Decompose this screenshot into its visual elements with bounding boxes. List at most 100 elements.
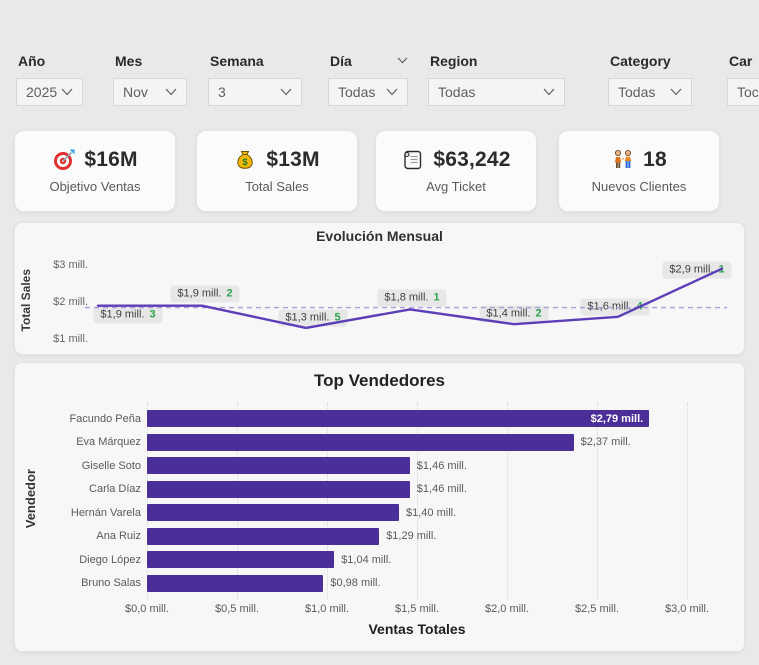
gridline xyxy=(687,403,688,599)
gridline xyxy=(147,403,148,599)
line-data-label-text: $1,6 mill. xyxy=(587,300,632,313)
bar-ana-ruiz[interactable] xyxy=(147,527,380,545)
line-data-label-text: $1,3 mill. xyxy=(285,311,330,324)
ano-dropdown[interactable]: 2025 xyxy=(16,78,83,106)
target-icon xyxy=(54,149,75,170)
kpi-objetivo-value: $16M xyxy=(84,148,138,171)
ano-dropdown-value: 2025 xyxy=(26,84,58,100)
bar-giselle-soto[interactable] xyxy=(147,457,410,474)
bar-carla-d-az[interactable] xyxy=(147,480,410,498)
filter-ano-label: Año xyxy=(16,52,83,69)
bar-category-label: Ana Ruiz xyxy=(96,530,141,542)
bar-chart-y-axis-label: Vendedor xyxy=(23,469,38,529)
bar-hern-n-varela[interactable] xyxy=(147,504,399,521)
chevron-down-icon xyxy=(543,88,555,96)
x-axis-tick: $3,0 mill. xyxy=(664,603,710,615)
svg-text:$: $ xyxy=(243,157,249,168)
semana-dropdown-value: 3 xyxy=(218,84,226,100)
kpi-value-row: $63,242 xyxy=(401,148,510,172)
filter-dia-label-text: Día xyxy=(330,52,352,69)
line-data-label: $1,9 mill. 3 xyxy=(93,306,163,324)
line-data-label: $1,3 mill. 5 xyxy=(278,309,348,327)
kpi-value-row: $16M xyxy=(52,148,137,172)
chevron-down-icon xyxy=(280,88,292,96)
bar-value-label: $1,46 mill. xyxy=(416,483,467,495)
filter-category: Category Todas xyxy=(608,52,692,106)
kpi-total-sales-label: Total Sales xyxy=(245,179,309,194)
bar-facundo-pe-a[interactable]: $2,79 mill. xyxy=(147,410,650,427)
bar-value-label: $1,04 mill. xyxy=(341,553,392,566)
line-data-label-text: $1,4 mill. xyxy=(486,307,531,320)
bar-value-label: $0,98 mill. xyxy=(330,577,381,589)
kpi-card-avg-ticket: $63,242 Avg Ticket xyxy=(375,130,537,212)
mes-dropdown-value: Nov xyxy=(123,84,148,100)
bar-eva-m-rquez[interactable] xyxy=(147,433,574,451)
chevron-down-icon xyxy=(61,88,73,96)
kpi-card-nuevos-clientes: 18 Nuevos Clientes xyxy=(558,130,720,212)
mes-dropdown[interactable]: Nov xyxy=(113,78,187,106)
money-bag-icon: $ xyxy=(237,151,254,169)
x-axis-tick: $1,0 mill. xyxy=(304,603,350,615)
bar-category-label: Carla Díaz xyxy=(89,483,141,495)
bar-diego-l-pez[interactable] xyxy=(147,551,335,568)
bar-category-label: Eva Márquez xyxy=(76,436,141,448)
category-dropdown[interactable]: Todas xyxy=(608,78,692,106)
bar-category-label: Facundo Peña xyxy=(69,412,141,425)
line-data-labels: $1,9 mill. 3 $1,9 mill. 2 $1,3 mill. 5 $1,8 mi… xyxy=(15,223,746,356)
line-data-badge: 1 xyxy=(718,263,725,276)
filter-mes-label: Mes xyxy=(113,52,187,69)
filter-dia: Día Todas xyxy=(328,52,408,106)
line-data-label-text: $1,8 mill. xyxy=(384,291,429,304)
filter-region: Region Todas xyxy=(428,52,565,106)
filter-semana: Semana 3 xyxy=(208,52,302,106)
header-chevron-down-icon[interactable] xyxy=(397,57,408,64)
filter-region-label-text: Region xyxy=(430,52,478,69)
line-data-badge: 5 xyxy=(334,311,341,324)
line-data-label: $1,4 mill. 2 xyxy=(479,305,549,323)
dia-dropdown[interactable]: Todas xyxy=(328,78,408,106)
filter-ano-label-text: Año xyxy=(18,52,46,69)
filter-semana-label: Semana xyxy=(208,52,302,69)
line-data-badge: 2 xyxy=(535,307,542,320)
kpi-card-total-sales: $ $13M Total Sales xyxy=(196,130,358,212)
filter-dia-label: Día xyxy=(328,52,408,69)
semana-dropdown[interactable]: 3 xyxy=(208,78,302,106)
x-axis-tick: $1,5 mill. xyxy=(394,603,440,615)
receipt-icon xyxy=(404,150,422,170)
bar-bruno-salas[interactable] xyxy=(147,574,324,592)
chevron-down-icon xyxy=(165,88,177,96)
line-data-label-text: $1,9 mill. xyxy=(100,308,145,321)
bar-value-label: $2,79 mill. xyxy=(590,412,644,425)
bar-value-label: $2,37 mill. xyxy=(580,436,631,448)
chevron-down-icon xyxy=(670,88,682,96)
filter-car-label: Car xyxy=(727,52,759,69)
kpi-nuevos-clientes-label: Nuevos Clientes xyxy=(591,179,687,194)
bar-chart-x-axis-label: Ventas Totales xyxy=(368,621,466,637)
bar-chart-title: Top Vendedores xyxy=(314,371,445,390)
car-dropdown[interactable]: Toc xyxy=(727,78,759,106)
gridline xyxy=(597,403,598,599)
filter-region-label: Region xyxy=(428,52,565,69)
filter-semana-label-text: Semana xyxy=(210,52,264,69)
gridline xyxy=(507,403,508,599)
y-axis-tick: $3 mill. xyxy=(53,259,88,271)
chevron-down-icon xyxy=(386,88,398,96)
category-dropdown-value: Todas xyxy=(618,84,656,100)
line-data-badge: 1 xyxy=(433,291,440,304)
filter-category-label-text: Category xyxy=(610,52,671,69)
bar-value-label: $1,29 mill. xyxy=(386,530,437,542)
x-axis-tick: $0,5 mill. xyxy=(214,603,260,615)
line-chart-title: Evolución Mensual xyxy=(316,228,443,244)
y-axis-tick: $2 mill. xyxy=(53,296,88,308)
gridline xyxy=(237,403,238,599)
bar-category-label: Bruno Salas xyxy=(81,577,141,589)
gridline xyxy=(327,403,328,599)
region-dropdown[interactable]: Todas xyxy=(428,78,565,106)
kpi-value-row: 18 xyxy=(611,148,667,172)
line-chart-panel: Evolución Mensual Total Sales $3 mill. $… xyxy=(14,222,745,355)
kpi-value-row: $ $13M xyxy=(234,148,319,172)
kpi-avg-ticket-value: $63,242 xyxy=(433,148,511,171)
line-data-label-text: $2,9 mill. xyxy=(669,263,714,276)
x-axis-tick: $2,0 mill. xyxy=(484,603,530,615)
